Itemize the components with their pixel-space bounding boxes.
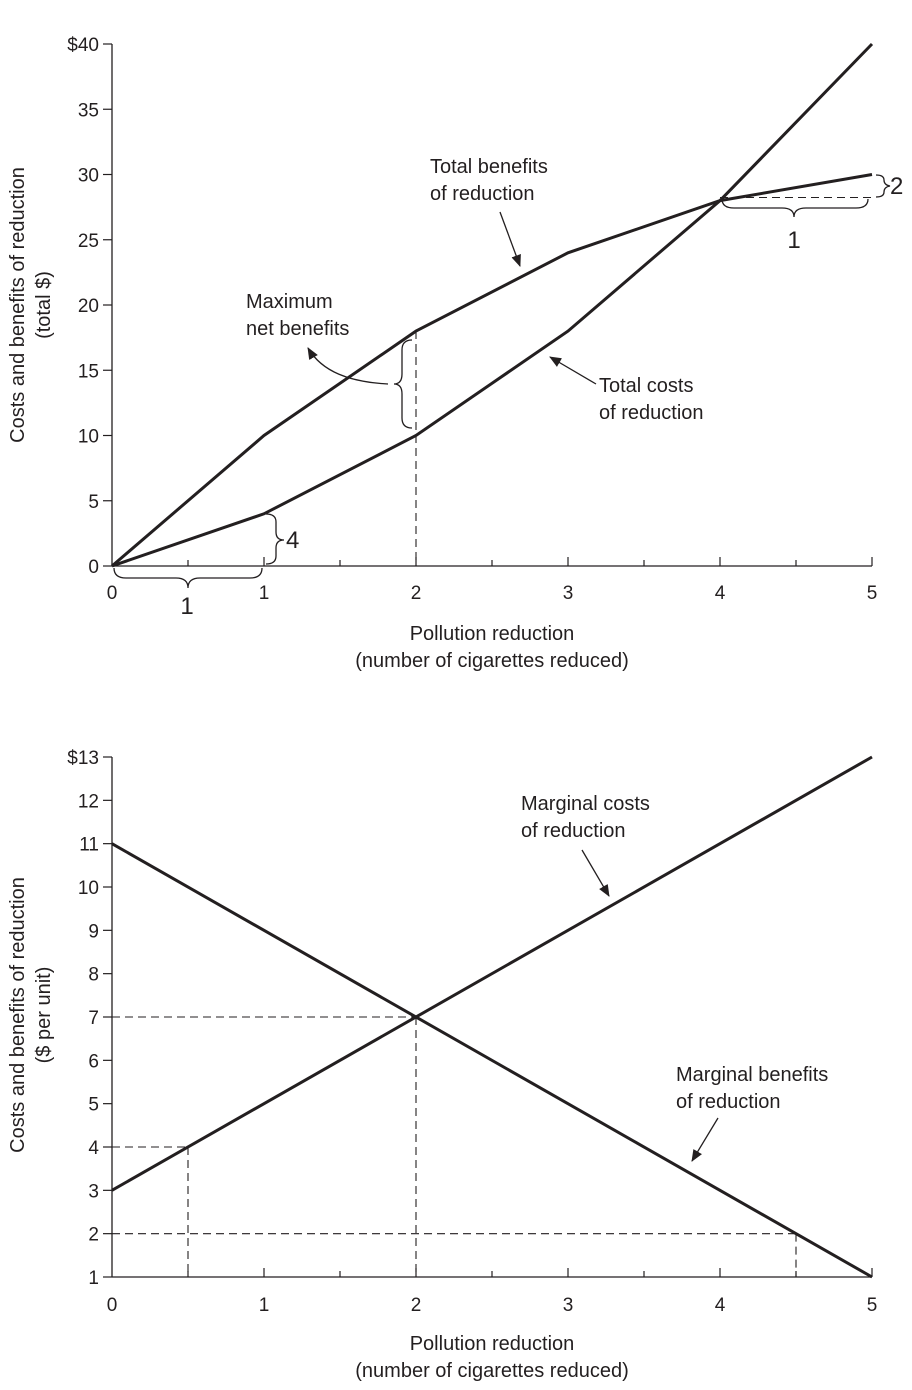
total-y-tick-label: 25 [78,231,99,252]
total-x-tick-label: 0 [107,583,118,604]
marginal-y-tick-label: 7 [88,1008,99,1029]
marginal-series-1-line [111,755,873,1192]
total-costs-label-line1: Total costs [599,375,693,397]
marginal-series-2-line [111,842,873,1279]
marginal-y-tick-label: 1 [88,1268,99,1289]
marginal-benefits-arrow [691,1117,719,1162]
max-net-arrow [307,347,389,385]
rise-left-label: 4 [286,527,299,554]
rise-left-brace [265,513,285,565]
total-benefits-label-line1: Total benefits [430,156,548,178]
marginal-x-tick-label: 4 [715,1295,726,1316]
total-benefits-label-line2: of reduction [430,183,535,205]
marginal-y-tick-label: 4 [88,1138,99,1159]
total-series-2-line [111,42,874,568]
marginal-y-tick-label: 6 [88,1051,99,1072]
max-net-brace [393,339,413,429]
rise-right-brace [875,174,891,198]
marginal-x-tick-label: 1 [259,1295,270,1316]
run-right-brace [721,198,869,218]
marginal-x-axis-label-line2: (number of cigarettes reduced) [355,1360,628,1382]
marginal-chart: Costs and benefits of reduction ($ per u… [7,748,877,1382]
total-x-tick-label: 1 [259,583,270,604]
total-x-tick-label: 5 [867,583,878,604]
marginal-costs-arrow [581,849,610,897]
total-y-axis-label-line1: Costs and benefits of reduction [7,167,29,443]
rise-right-label: 2 [890,173,903,200]
total-series-1-line [111,173,873,568]
total-y-tick-label: 10 [78,427,99,448]
total-benefits-arrow [499,211,521,267]
total-y-tick-label: 5 [88,492,99,513]
total-y-tick-label: $40 [67,35,99,56]
marginal-y-tick-label: 10 [78,878,99,899]
max-net-label-line2: net benefits [246,318,349,340]
total-x-axis-label-line1: Pollution reduction [410,623,575,645]
total-y-ticks: 0 5 10 15 20 25 30 35 $40 [67,35,112,578]
marginal-curves [111,755,873,1279]
marginal-y-tick-label: 12 [78,791,99,812]
marginal-x-tick-label: 2 [411,1295,422,1316]
total-y-tick-label: 30 [78,166,99,187]
total-x-tick-label: 3 [563,583,574,604]
marginal-costs-label-line1: Marginal costs [521,793,650,815]
marginal-x-ticks: 0 1 2 3 4 5 [107,1268,878,1316]
marginal-x-axis-label-line1: Pollution reduction [410,1333,575,1355]
total-costs-label-line2: of reduction [599,402,704,424]
total-x-ticks: 0 1 2 3 4 5 [107,557,878,604]
total-y-axis-label-line2: (total $) [33,271,55,339]
total-y-tick-label: 35 [78,100,99,121]
total-x-tick-label: 2 [411,583,422,604]
marginal-y-tick-label: 9 [88,921,99,942]
marginal-guides [112,1016,797,1277]
marginal-benefits-label-line2: of reduction [676,1091,781,1113]
marginal-benefits-label-line1: Marginal benefits [676,1064,828,1086]
total-costs-arrow [549,356,597,385]
total-y-tick-label: 0 [88,557,99,578]
marginal-y-tick-label: 3 [88,1181,99,1202]
total-x-tick-label: 4 [715,583,726,604]
marginal-x-tick-label: 5 [867,1295,878,1316]
marginal-y-tick-label: 11 [79,835,99,856]
run-left-label: 1 [180,593,193,620]
marginal-y-axis-label-line2: ($ per unit) [33,967,55,1064]
total-curves [111,42,874,568]
max-net-label-line1: Maximum [246,291,333,313]
marginal-y-tick-label: $13 [67,748,99,769]
total-y-tick-label: 20 [78,296,99,317]
run-left-brace [113,567,263,589]
marginal-y-tick-label: 5 [88,1095,99,1116]
total-chart: Costs and benefits of reduction (total $… [7,35,903,672]
total-y-tick-label: 15 [78,361,99,382]
marginal-y-tick-label: 2 [88,1225,99,1246]
marginal-y-tick-label: 8 [88,965,99,986]
run-right-label: 1 [787,227,800,254]
marginal-x-tick-label: 0 [107,1295,118,1316]
total-x-axis-label-line2: (number of cigarettes reduced) [355,650,628,672]
marginal-x-tick-label: 3 [563,1295,574,1316]
marginal-y-axis-label-line1: Costs and benefits of reduction [7,877,29,1153]
marginal-costs-label-line2: of reduction [521,820,626,842]
